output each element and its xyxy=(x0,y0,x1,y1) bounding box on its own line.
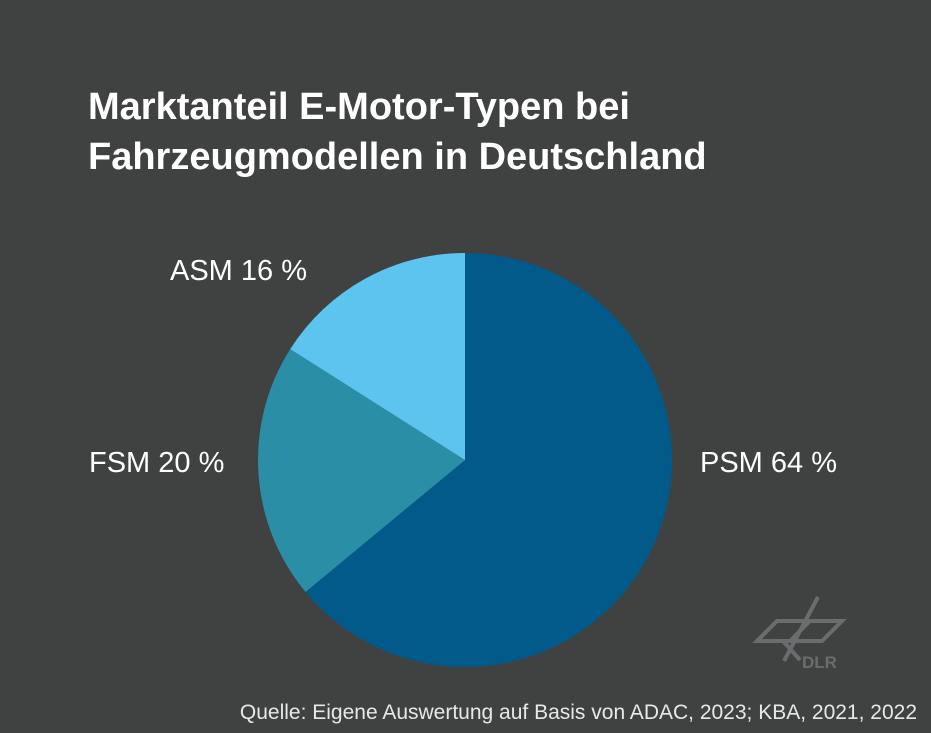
dlr-logo-diagonal xyxy=(782,596,820,662)
source-note: Quelle: Eigene Auswertung auf Basis von … xyxy=(239,701,917,724)
dlr-logo-stem xyxy=(781,639,802,662)
pie-slice-psm xyxy=(305,253,672,668)
dlr-logo-wing xyxy=(752,619,847,643)
label-asm: ASM 16 % xyxy=(170,255,307,287)
chart-title-line-1: Marktanteil E-Motor-Typen bei xyxy=(88,86,630,128)
chart-title: Marktanteil E-Motor-Typen bei Fahrzeugmo… xyxy=(88,82,707,182)
label-fsm: FSM 20 % xyxy=(89,447,224,479)
pie-slice-asm xyxy=(290,253,465,460)
dlr-logo-text: DLR xyxy=(802,653,837,672)
chart-title-line-2: Fahrzeugmodellen in Deutschland xyxy=(88,136,707,178)
label-psm: PSM 64 % xyxy=(700,447,837,479)
dlr-logo: DLR xyxy=(752,596,847,672)
pie-slice-fsm xyxy=(258,349,465,592)
